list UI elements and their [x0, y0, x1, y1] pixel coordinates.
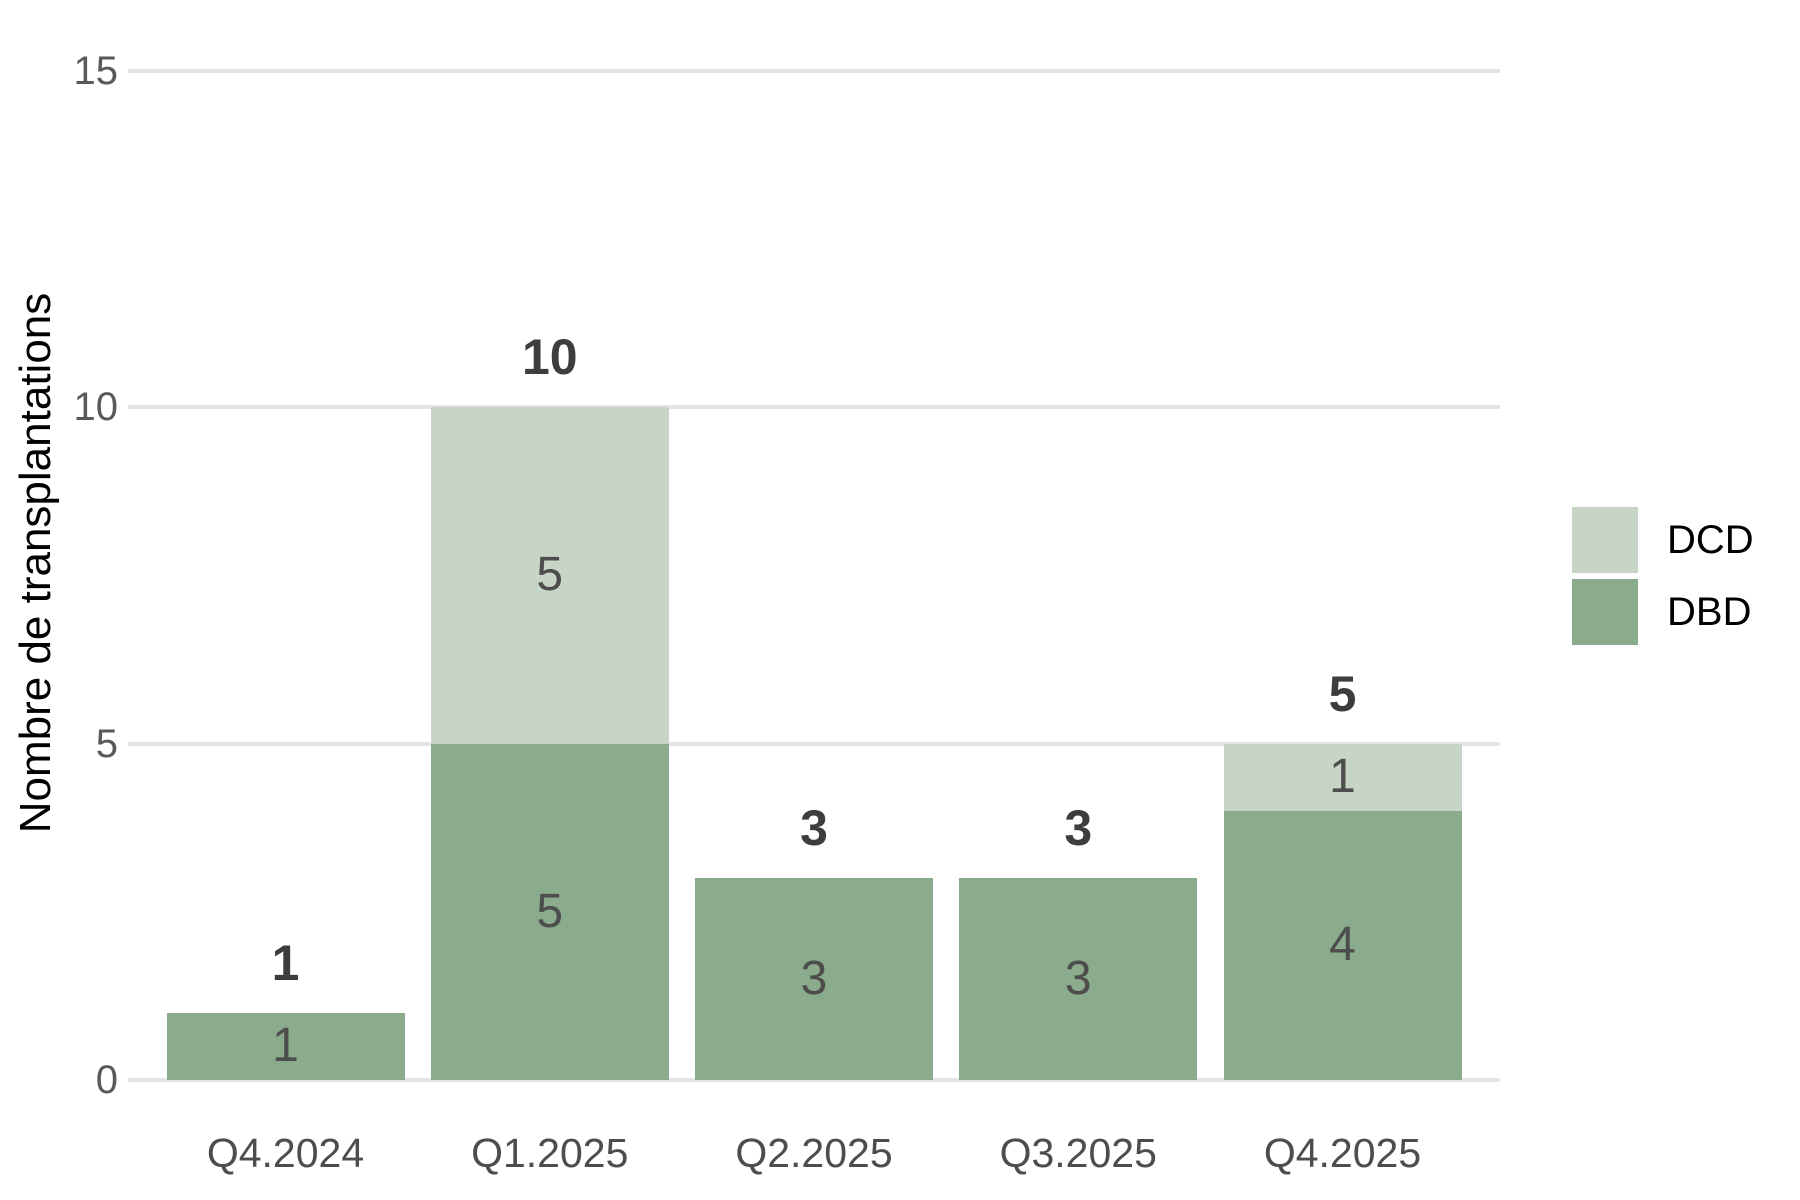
legend-label-dbd: DBD [1667, 590, 1752, 634]
segment-label-dbd-q2.2025: 3 [800, 952, 828, 1006]
y-tick-label-15: 15 [73, 48, 119, 93]
y-tick-label-5: 5 [95, 721, 118, 766]
x-tick-label-q1.2025: Q1.2025 [471, 1130, 629, 1176]
y-tick-label-10: 10 [73, 385, 119, 429]
segment-label-dbd-q4.2024: 1 [272, 1019, 299, 1073]
legend: DCD DBD [1572, 507, 1754, 651]
segment-label-dbd-q3.2025: 3 [1064, 952, 1092, 1006]
total-label-q3.2025: 3 [1064, 800, 1093, 857]
total-label-q4.2025: 5 [1328, 665, 1357, 722]
x-tick-label-q2.2025: Q2.2025 [735, 1130, 893, 1176]
legend-item-dcd: DCD [1572, 507, 1754, 573]
x-tick-label-q4.2024: Q4.2024 [206, 1130, 365, 1176]
bar-segment-dcd-q4.2025 [1223, 743, 1462, 811]
y-axis-title-text: Nombre de transplantations [11, 292, 60, 834]
segment-label-dcd-q4.2025: 1 [1329, 750, 1356, 804]
total-label-q2.2025: 3 [800, 800, 828, 857]
x-tick-label-q3.2025: Q3.2025 [999, 1130, 1157, 1176]
bar-segment-dbd-q4.2025 [1223, 810, 1462, 1080]
bar-segment-dbd-q1.2025 [430, 743, 669, 1080]
legend-label-dcd: DCD [1667, 518, 1754, 562]
total-label-q4.2024: 1 [271, 934, 300, 991]
legend-swatch-dcd [1572, 507, 1638, 573]
legend-swatch-dbd [1572, 579, 1638, 645]
bar-segment-dbd-q3.2025 [959, 878, 1198, 1080]
bar-segment-dcd-q1.2025 [430, 407, 669, 744]
gridline-y-0 [128, 1078, 1500, 1082]
segment-label-dcd-q1.2025: 5 [536, 548, 564, 602]
segment-label-dbd-q1.2025: 5 [536, 884, 564, 938]
bar-segment-dbd-q4.2024 [166, 1012, 405, 1080]
gridline-y-5 [128, 741, 1500, 746]
y-tick-label-0: 0 [95, 1058, 118, 1102]
x-tick-label-q4.2025: Q4.2025 [1263, 1130, 1422, 1176]
bar-segment-dbd-q2.2025 [695, 878, 933, 1080]
segment-label-dbd-q4.2025: 4 [1329, 918, 1356, 972]
gridline-y-10 [128, 405, 1500, 409]
legend-item-dbd: DBD [1572, 579, 1754, 645]
total-label-q1.2025: 10 [521, 329, 578, 385]
gridline-y-15 [128, 68, 1500, 73]
